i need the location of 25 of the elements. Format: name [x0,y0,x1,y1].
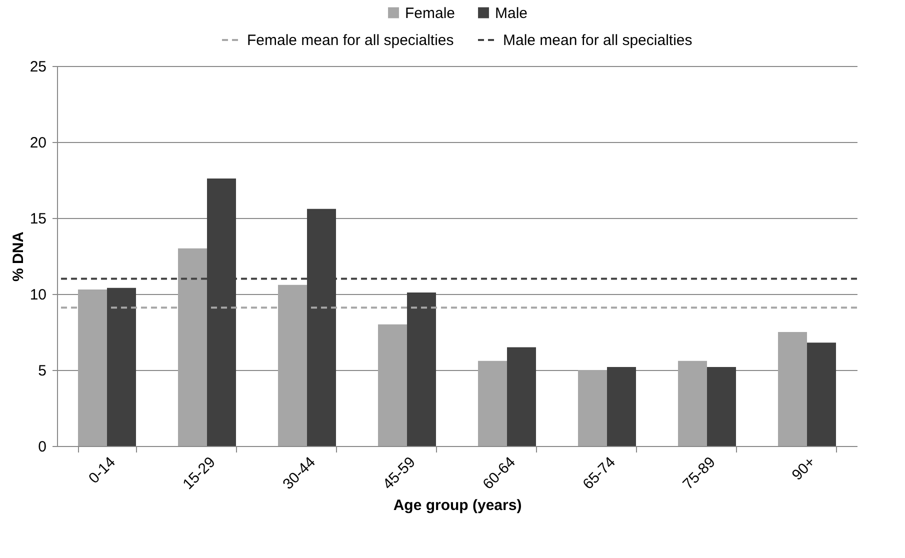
bar [578,370,607,446]
y-tick-label: 15 [30,210,46,228]
bar [707,366,736,446]
bar [378,324,407,446]
bar [778,332,807,446]
bar [478,360,507,446]
bar [507,347,536,446]
x-tick-label: 90+ [788,454,819,484]
bar [807,342,836,446]
bar [678,360,707,446]
legend-label: Female mean for all specialties [247,32,454,49]
bar [407,292,436,446]
x-axis-title: Age group (years) [393,497,522,514]
legend-label: Female [405,4,456,22]
bar [107,288,136,446]
legend-label: Male mean for all specialties [503,32,692,49]
y-tick-label: 25 [30,58,46,76]
y-tick-label: 20 [30,134,46,152]
y-axis-title: % DNA [10,231,27,282]
legend-label: Male [495,4,528,22]
y-tick-label: 0 [38,438,46,456]
y-tick-label: 10 [30,286,46,304]
bar [607,366,636,446]
y-tick-label: 5 [38,362,46,380]
x-tick-label: 0-14 [86,454,119,488]
